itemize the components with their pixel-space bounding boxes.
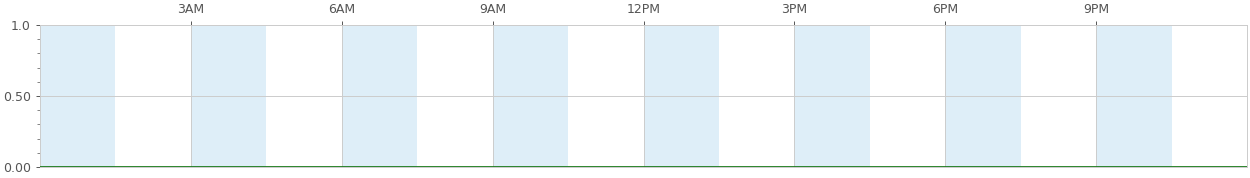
Bar: [191, 25, 266, 167]
Bar: [40, 25, 115, 167]
Bar: [945, 25, 1021, 167]
Bar: [341, 25, 418, 167]
Bar: [492, 25, 568, 167]
Bar: [1096, 25, 1171, 167]
Bar: [644, 25, 719, 167]
Bar: [795, 25, 870, 167]
